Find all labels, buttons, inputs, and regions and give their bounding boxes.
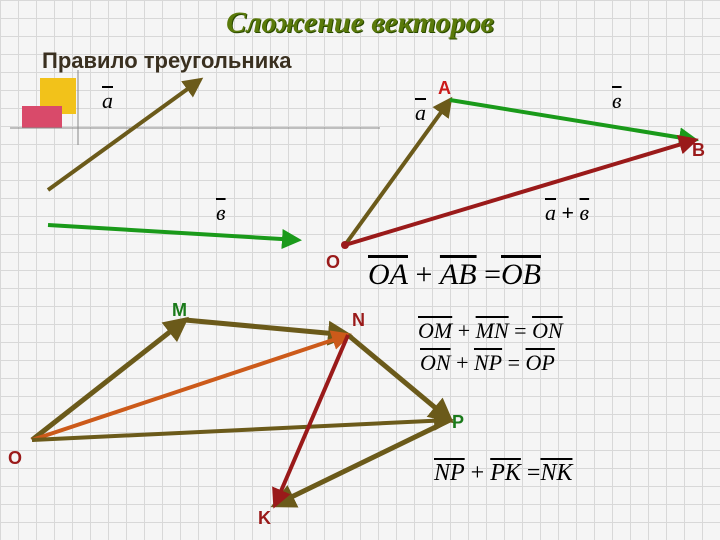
- point-O-top: O: [326, 252, 340, 273]
- vector-ON: [32, 335, 348, 440]
- vector-v_free: [48, 225, 298, 240]
- equation-OM-MN-ON: OM + MN = ON: [418, 318, 563, 344]
- label-v2: в: [612, 88, 622, 114]
- vector-NK: [275, 335, 348, 505]
- point-O-dot: [341, 241, 349, 249]
- vector-OP: [32, 420, 450, 440]
- point-O-bottom: O: [8, 448, 22, 469]
- vector-AB: [450, 100, 695, 140]
- equation-OA-AB-OB: OA + AB =OB: [368, 258, 541, 292]
- label-a1: a: [102, 88, 113, 114]
- vector-a_free: [48, 80, 200, 190]
- vector-canvas: [0, 0, 720, 540]
- equation-ON-NP-OP: ON + NP = OP: [420, 350, 555, 376]
- vector-OB: [345, 140, 695, 245]
- label-a-plus-v: a + в: [545, 200, 589, 226]
- vector-PK: [275, 420, 450, 505]
- label-a2: a: [415, 100, 426, 126]
- point-P: P: [452, 412, 464, 433]
- point-B: B: [692, 140, 705, 161]
- subtitle: Правило треугольника: [42, 48, 292, 74]
- vector-OA: [345, 100, 450, 245]
- label-v1: в: [216, 200, 226, 226]
- page-title: Сложение векторов: [0, 6, 720, 40]
- equation-NP-PK-NK: NP + PK =NK: [434, 460, 572, 487]
- vector-OM: [32, 320, 185, 440]
- point-N: N: [352, 310, 365, 331]
- vector-NP: [348, 335, 450, 420]
- point-A: A: [438, 78, 451, 99]
- point-M: M: [172, 300, 187, 321]
- vector-MN: [185, 320, 348, 335]
- point-K: K: [258, 508, 271, 529]
